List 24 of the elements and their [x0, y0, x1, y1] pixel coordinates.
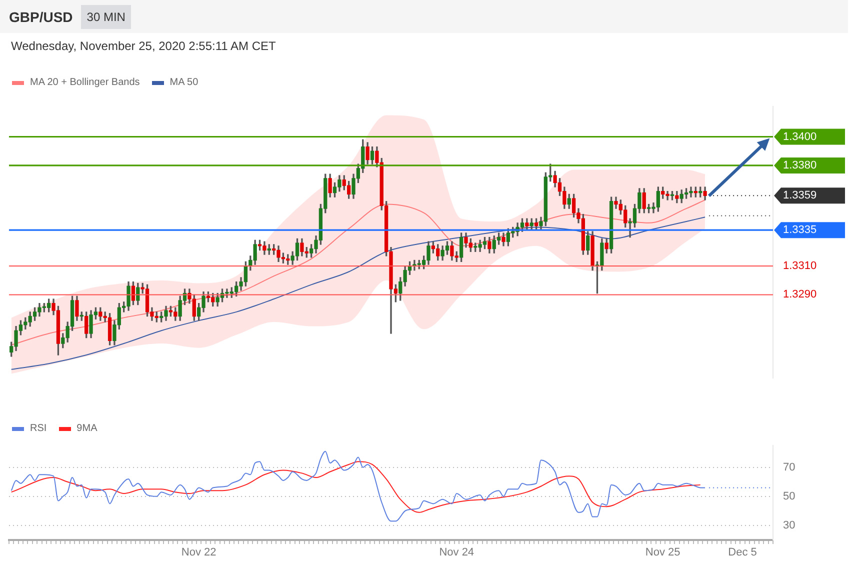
y-tick-label: 1.3380: [783, 160, 817, 172]
legend-label: RSI: [30, 423, 47, 434]
y-tick-label: 1.3310: [783, 260, 817, 272]
y-tick-label: 50: [783, 490, 796, 502]
chart-subtitle: Wednesday, November 25, 2020 2:55:11 AM CET: [11, 39, 276, 53]
y-tick-label: 1.3290: [783, 288, 817, 301]
line-series: [10, 199, 706, 346]
x-tick-label: Nov 22: [181, 546, 216, 559]
x-tick-label: Nov 25: [645, 546, 680, 559]
line-series: [10, 216, 706, 370]
y-tick-label: 1.3335: [783, 224, 817, 236]
x-tick-label: Dec 5: [728, 546, 757, 559]
y-tick-label: 70: [783, 461, 796, 474]
line-series: [10, 450, 706, 522]
x-tick-label: Nov 24: [439, 546, 474, 559]
legend-label: MA 50: [170, 77, 198, 88]
line-series: [10, 461, 701, 513]
y-tick-label: 30: [783, 520, 796, 532]
text: 30 MIN: [80, 4, 132, 28]
legend-label: MA 20 + Bollinger Bands: [30, 77, 140, 88]
chart-title: GBP/USD: [9, 8, 73, 24]
legend-label: 9MA: [76, 423, 98, 434]
y-tick-label: 1.3359: [783, 190, 817, 202]
y-tick-label: 1.3400: [783, 130, 817, 143]
